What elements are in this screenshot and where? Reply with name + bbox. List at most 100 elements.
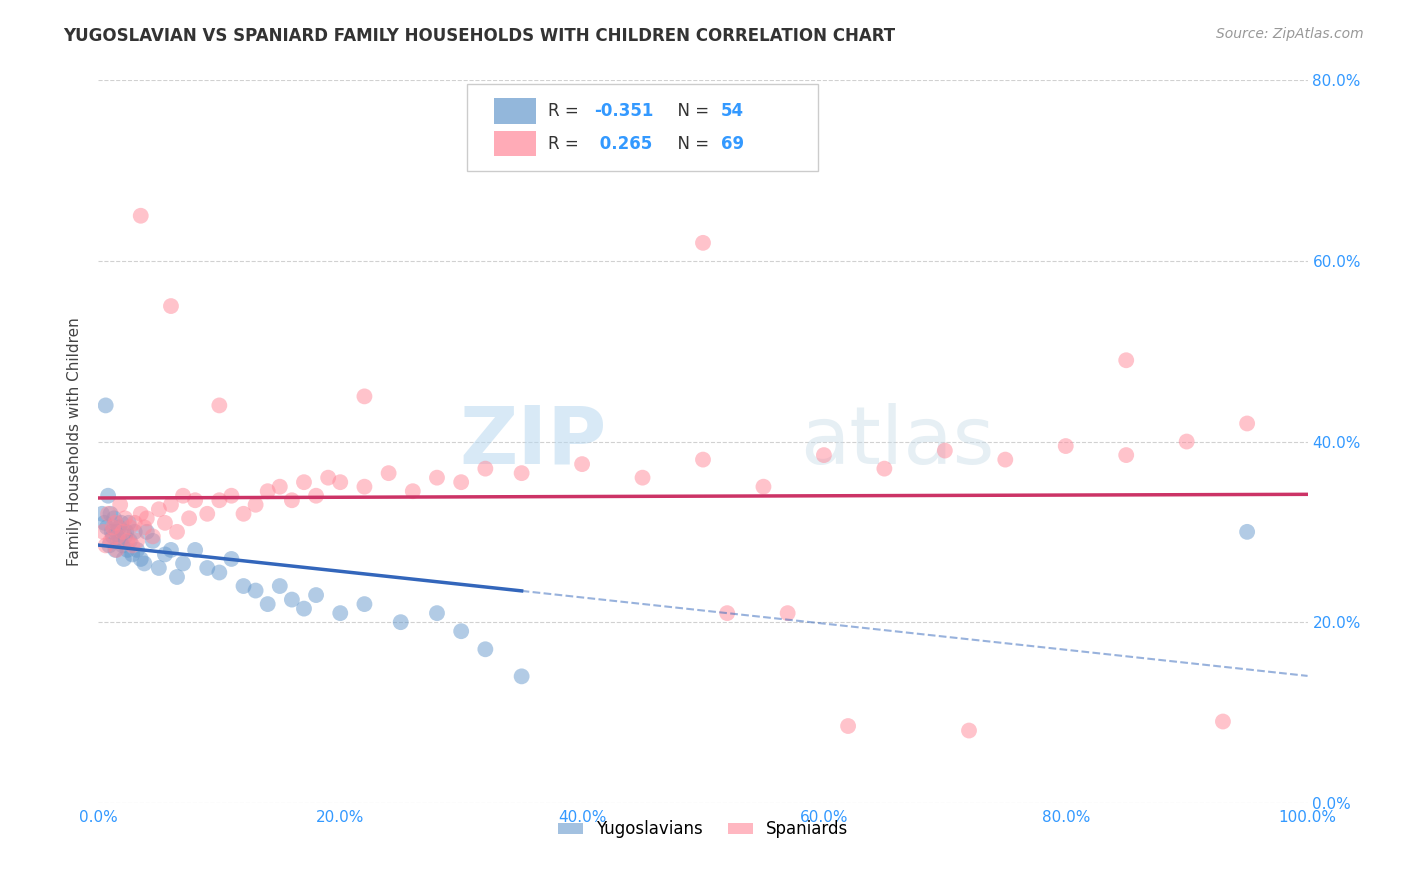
Point <box>127 533 149 548</box>
Point <box>195 561 218 575</box>
Point <box>153 548 176 562</box>
Point <box>105 542 128 557</box>
Point <box>316 471 339 485</box>
Point <box>195 507 218 521</box>
Text: 0.265: 0.265 <box>595 135 652 153</box>
Point <box>142 533 165 548</box>
Point <box>389 615 412 630</box>
Point <box>377 466 399 480</box>
Point <box>208 493 231 508</box>
Point <box>118 533 141 548</box>
Point <box>97 489 120 503</box>
Text: ZIP: ZIP <box>458 402 606 481</box>
Point <box>108 498 131 512</box>
Point <box>716 606 738 620</box>
Point <box>166 524 188 539</box>
Point <box>100 507 122 521</box>
Point <box>108 533 131 548</box>
Text: Source: ZipAtlas.com: Source: ZipAtlas.com <box>1216 27 1364 41</box>
Point <box>221 552 243 566</box>
Point <box>148 561 170 575</box>
Legend: Yugoslavians, Spaniards: Yugoslavians, Spaniards <box>551 814 855 845</box>
Point <box>957 723 980 738</box>
Point <box>450 475 472 490</box>
Text: N =: N = <box>666 103 714 120</box>
Point <box>329 606 352 620</box>
Point <box>510 466 533 480</box>
Point <box>329 475 352 490</box>
Point <box>135 524 157 539</box>
Point <box>98 538 121 552</box>
Point <box>292 475 315 490</box>
Point <box>426 606 449 620</box>
Point <box>305 588 328 602</box>
Point <box>1236 417 1258 431</box>
Point <box>873 461 896 475</box>
Point <box>232 507 254 521</box>
Point <box>353 480 375 494</box>
Point <box>118 520 141 534</box>
Point <box>776 606 799 620</box>
Point <box>281 592 304 607</box>
Point <box>245 583 267 598</box>
Point <box>269 579 291 593</box>
Point <box>96 520 118 534</box>
Point <box>221 489 243 503</box>
Point <box>292 601 315 615</box>
Point <box>148 502 170 516</box>
Point <box>124 516 146 530</box>
Point <box>111 538 134 552</box>
Point <box>93 516 115 530</box>
Point <box>402 484 425 499</box>
Point <box>474 642 496 657</box>
Point <box>256 484 278 499</box>
Point <box>184 542 207 557</box>
Point <box>124 524 146 539</box>
Point <box>184 493 207 508</box>
Text: atlas: atlas <box>800 402 994 481</box>
Point <box>426 471 449 485</box>
Text: -0.351: -0.351 <box>595 103 654 120</box>
Point <box>103 511 125 525</box>
Point <box>97 507 120 521</box>
Point <box>129 209 152 223</box>
Point <box>114 529 136 543</box>
Point <box>1054 439 1077 453</box>
Point <box>166 570 188 584</box>
Text: R =: R = <box>548 103 585 120</box>
Text: 69: 69 <box>721 135 744 153</box>
Point <box>121 548 143 562</box>
Point <box>111 524 134 539</box>
Text: R =: R = <box>548 135 585 153</box>
Point <box>692 235 714 250</box>
Point <box>1175 434 1198 449</box>
Point <box>305 489 328 503</box>
Point <box>121 538 143 552</box>
Bar <box>494 131 536 156</box>
Point <box>115 524 138 539</box>
Point <box>510 669 533 683</box>
Point <box>108 520 131 534</box>
Point <box>94 538 117 552</box>
Point <box>100 524 122 539</box>
Point <box>118 516 141 530</box>
Point <box>1115 353 1137 368</box>
Bar <box>494 98 536 124</box>
Point <box>208 398 231 412</box>
Point <box>107 533 129 548</box>
Point <box>107 529 129 543</box>
Point <box>752 480 775 494</box>
Point <box>114 511 136 525</box>
Point <box>129 507 152 521</box>
Point <box>571 457 593 471</box>
Point <box>474 461 496 475</box>
Text: YUGOSLAVIAN VS SPANIARD FAMILY HOUSEHOLDS WITH CHILDREN CORRELATION CHART: YUGOSLAVIAN VS SPANIARD FAMILY HOUSEHOLD… <box>63 27 896 45</box>
Point <box>160 498 183 512</box>
Point <box>101 529 124 543</box>
Point <box>172 489 194 503</box>
Point <box>256 597 278 611</box>
Point <box>142 529 165 543</box>
Point <box>450 624 472 639</box>
Point <box>129 552 152 566</box>
Point <box>837 719 859 733</box>
